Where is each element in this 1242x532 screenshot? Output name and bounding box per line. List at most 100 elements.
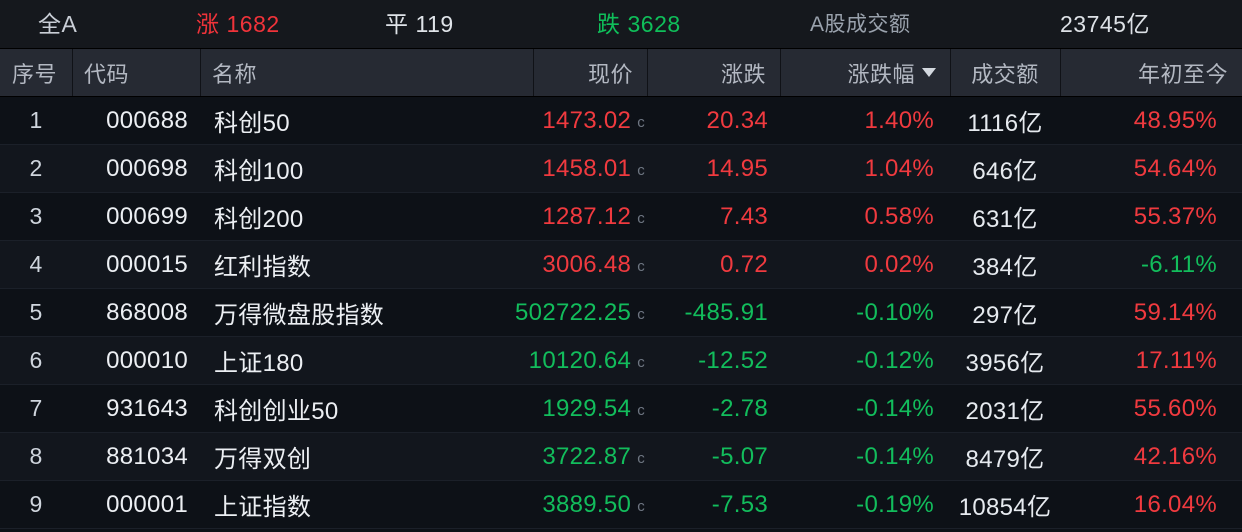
cell-percent: 1.04% (864, 154, 934, 182)
cell-price-value: 1458.01 (542, 154, 632, 182)
cell-percent: -0.10% (856, 298, 934, 326)
cell-price-suffix: c (637, 258, 645, 275)
cell-ytd: 54.64% (1133, 154, 1217, 182)
cell-index: 9 (29, 491, 43, 517)
cell-price: 502722.25 c (515, 289, 647, 336)
summary-turnover-label: A股成交额 (810, 12, 911, 36)
advancers-count: 1682 (226, 10, 280, 37)
cell-price: 1929.54 c (533, 385, 647, 432)
table-row[interactable]: 4 000015 红利指数 3006.48 c 0.72 0.02% 384亿 -6.11% (0, 241, 1242, 289)
cell-percent: 0.58% (864, 202, 934, 230)
unchanged-count: 119 (415, 10, 454, 37)
cell-price: 1473.02 c (533, 97, 647, 144)
column-header-percent-label: 涨跌幅 (847, 61, 915, 87)
caret-down-icon[interactable] (922, 68, 936, 77)
cell-code: 868008 (106, 298, 188, 326)
cell-amount: 384亿 (972, 254, 1038, 281)
cell-price-value: 3889.50 (542, 490, 632, 518)
cell-price-suffix: c (637, 306, 645, 323)
column-header-index[interactable]: 序号 (0, 49, 72, 96)
cell-name: 万得双创 (214, 446, 312, 473)
market-summary-bar: 全A 涨 1682 平 119 跌 3628 A股成交额 23745亿 (0, 0, 1242, 49)
column-header-amount[interactable]: 成交额 (950, 49, 1060, 96)
cell-price: 1287.12 c (533, 193, 647, 240)
cell-code: 000699 (106, 202, 188, 230)
table-row[interactable]: 6 000010 上证180 10120.64 c -12.52 -0.12% 3956亿 17… (0, 337, 1242, 385)
table-row[interactable]: 5 868008 万得微盘股指数 502722.25 c -485.91 -0.10% 297… (0, 289, 1242, 337)
cell-code: 881034 (106, 442, 188, 470)
cell-change: 0.72 (720, 250, 768, 278)
cell-amount: 3956亿 (965, 350, 1045, 377)
cell-code: 931643 (106, 394, 188, 422)
cell-amount: 297亿 (972, 302, 1038, 329)
cell-percent: -0.14% (856, 394, 934, 422)
decliners-count: 3628 (627, 10, 681, 37)
column-header-name[interactable]: 名称 (200, 49, 533, 96)
table-row[interactable]: 2 000698 科创100 1458.01 c 14.95 1.04% 646亿 54.64% (0, 145, 1242, 193)
cell-name: 上证180 (214, 350, 304, 377)
cell-price-suffix: c (637, 162, 645, 179)
column-header-name-label: 名称 (212, 61, 258, 87)
cell-name: 科创50 (214, 110, 290, 137)
cell-amount: 10854亿 (958, 494, 1052, 521)
summary-decliners: 跌 3628 (597, 10, 681, 37)
cell-change: -2.78 (711, 394, 768, 422)
column-header-percent[interactable]: 涨跌幅 (780, 49, 950, 96)
cell-code: 000010 (106, 346, 188, 374)
summary-turnover-value: 23745亿 (1060, 10, 1150, 37)
cell-ytd: 59.14% (1133, 298, 1217, 326)
column-header-code-label: 代码 (84, 61, 130, 87)
cell-price-suffix: c (637, 354, 645, 371)
column-header-amount-label: 成交额 (971, 61, 1039, 87)
cell-change: -485.91 (684, 298, 768, 326)
cell-name: 上证指数 (214, 494, 312, 521)
cell-index: 7 (29, 395, 43, 421)
table-row[interactable]: 1 000688 科创50 1473.02 c 20.34 1.40% 1116亿 48.95% (0, 97, 1242, 145)
cell-index: 8 (29, 443, 43, 469)
cell-amount: 8479亿 (965, 446, 1045, 473)
cell-percent: -0.12% (856, 346, 934, 374)
cell-ytd: 17.11% (1135, 346, 1217, 374)
cell-price-value: 1929.54 (542, 394, 632, 422)
summary-advancers: 涨 1682 (196, 10, 280, 37)
table-row[interactable]: 8 881034 万得双创 3722.87 c -5.07 -0.14% 8479亿 42.16… (0, 433, 1242, 481)
cell-price-value: 3006.48 (542, 250, 632, 278)
cell-code: 000688 (106, 106, 188, 134)
table-row[interactable]: 7 931643 科创创业50 1929.54 c -2.78 -0.14% 2031亿 55.… (0, 385, 1242, 433)
cell-change: 20.34 (706, 106, 768, 134)
cell-ytd: 42.16% (1133, 442, 1217, 470)
column-header-change-label: 涨跌 (720, 61, 766, 87)
cell-price-suffix: c (637, 450, 645, 467)
cell-price-value: 1287.12 (542, 202, 632, 230)
cell-change: -12.52 (698, 346, 768, 374)
cell-ytd: 55.60% (1133, 394, 1217, 422)
cell-code: 000001 (106, 490, 188, 518)
cell-price-suffix: c (637, 210, 645, 227)
column-header-change[interactable]: 涨跌 (647, 49, 780, 96)
cell-index: 4 (29, 251, 43, 277)
column-header-price[interactable]: 现价 (533, 49, 647, 96)
table-header-row: 序号 代码 名称 现价 涨跌 涨跌幅 成交额 年初至今 (0, 49, 1242, 97)
all-a-text: 全A (38, 10, 78, 37)
cell-price-value: 1473.02 (542, 106, 632, 134)
cell-change: -7.53 (711, 490, 768, 518)
cell-price-value: 502722.25 (515, 298, 632, 326)
column-header-ytd[interactable]: 年初至今 (1060, 49, 1242, 96)
cell-code: 000698 (106, 154, 188, 182)
table-row[interactable]: 9 000001 上证指数 3889.50 c -7.53 -0.19% 10854亿 16.0… (0, 481, 1242, 529)
decliners-label: 跌 (597, 10, 621, 37)
cell-percent: -0.19% (856, 490, 934, 518)
cell-name: 科创100 (214, 158, 304, 185)
cell-price: 3889.50 c (533, 481, 647, 528)
cell-price-suffix: c (637, 402, 645, 419)
cell-index: 1 (29, 107, 43, 133)
summary-all-a-label[interactable]: 全A (38, 10, 78, 37)
cell-price-value: 3722.87 (542, 442, 632, 470)
cell-change: 7.43 (720, 202, 768, 230)
column-header-code[interactable]: 代码 (72, 49, 200, 96)
cell-amount: 2031亿 (965, 398, 1045, 425)
table-row[interactable]: 3 000699 科创200 1287.12 c 7.43 0.58% 631亿 55.37% (0, 193, 1242, 241)
column-header-price-label: 现价 (587, 61, 633, 87)
cell-index: 2 (29, 155, 43, 181)
